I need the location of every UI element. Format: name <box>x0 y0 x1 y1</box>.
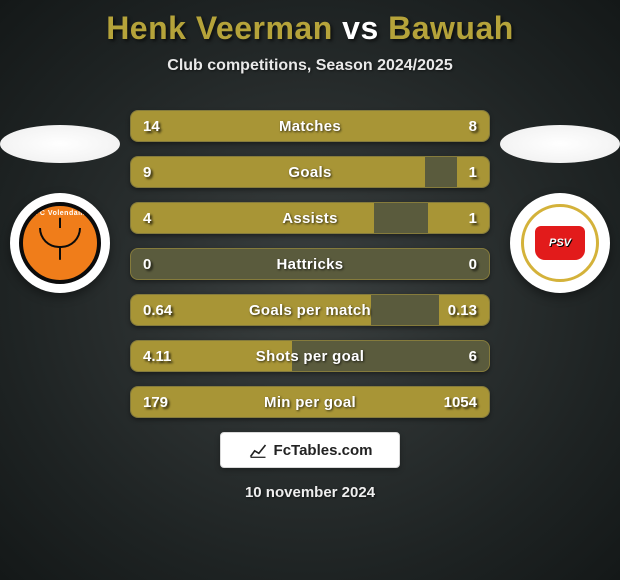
stat-value-right: 0.13 <box>448 295 477 325</box>
left-player-column: FC Volendam <box>0 125 120 293</box>
club-crest-right: PSV <box>510 193 610 293</box>
chart-icon <box>248 440 268 460</box>
date-text: 10 november 2024 <box>0 484 620 501</box>
stat-label: Matches <box>131 111 489 141</box>
club-crest-left: FC Volendam <box>10 193 110 293</box>
comparison-panel: FC Volendam PSV Matches148Goals91Assists… <box>0 110 620 501</box>
stat-value-right: 1054 <box>444 387 477 417</box>
stat-value-left: 179 <box>143 387 168 417</box>
player-left-silhouette <box>0 125 120 163</box>
player-right-silhouette <box>500 125 620 163</box>
subtitle: Club competitions, Season 2024/2025 <box>0 57 620 75</box>
stat-row: Shots per goal4.11 6 <box>130 340 490 372</box>
stat-value-right: 1 <box>469 157 477 187</box>
player-left-name: Henk Veerman <box>106 10 333 46</box>
stat-label: Shots per goal <box>131 341 489 371</box>
stat-value-left: 4 <box>143 203 151 233</box>
stat-row: Goals9 1 <box>130 156 490 188</box>
stat-value-right: 8 <box>469 111 477 141</box>
stat-label: Assists <box>131 203 489 233</box>
brand-text: FcTables.com <box>274 442 373 459</box>
vs-text: vs <box>342 10 379 46</box>
stat-label: Goals <box>131 157 489 187</box>
stat-value-left: 9 <box>143 157 151 187</box>
stat-value-right: 1 <box>469 203 477 233</box>
brand-badge[interactable]: FcTables.com <box>220 432 400 468</box>
stat-label: Min per goal <box>131 387 489 417</box>
stat-row: Goals per match0.64 0.13 <box>130 294 490 326</box>
crest-right-label: PSV <box>535 226 585 260</box>
crest-left-label: FC Volendam <box>23 210 97 217</box>
stat-row: Hattricks0 0 <box>130 248 490 280</box>
right-player-column: PSV <box>500 125 620 293</box>
stat-row: Assists4 1 <box>130 202 490 234</box>
stat-value-left: 0 <box>143 249 151 279</box>
stat-label: Goals per match <box>131 295 489 325</box>
stat-value-right: 0 <box>469 249 477 279</box>
stat-value-right: 6 <box>469 341 477 371</box>
stat-value-left: 4.11 <box>143 341 171 371</box>
stat-row: Min per goal179 1054 <box>130 386 490 418</box>
player-right-name: Bawuah <box>388 10 514 46</box>
stat-row: Matches14 8 <box>130 110 490 142</box>
stat-value-left: 14 <box>143 111 160 141</box>
stat-value-left: 0.64 <box>143 295 172 325</box>
page-title: Henk Veerman vs Bawuah <box>0 0 620 47</box>
stat-label: Hattricks <box>131 249 489 279</box>
stat-bars: Matches148Goals91Assists41Hattricks00Goa… <box>130 110 490 418</box>
